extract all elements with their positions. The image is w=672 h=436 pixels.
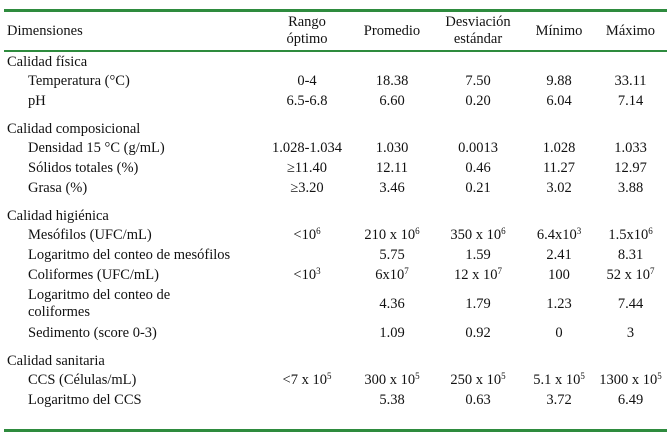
section-sanitaria: Calidad sanitaria [7,353,105,369]
table-row-solidos: Sólidos totales (%) ≥11.40 12.11 0.46 11… [28,159,647,176]
table-row-mesofilos: Mesófilos (UFC/mL) <106 210 x 106 350 x … [28,225,653,243]
table-row-log-coliformes: Logaritmo del conteo de coliformes 4.36 1… [28,287,644,320]
milk-quality-table: Dimensiones Rango óptimo Promedio Desviac… [4,12,667,410]
header-promedio: Promedio [363,22,421,39]
top-rule [4,9,667,12]
header-desviacion: Desviación estándar [445,14,511,47]
table-row-ph: pH 6.5-6.8 6.60 0.20 6.04 7.14 [28,92,644,109]
header-rango: Rango óptimo [286,14,328,47]
header-rule [4,50,667,52]
header-maximo: Máximo [605,22,656,39]
table-row-densidad: Densidad 15 °C (g/mL) 1.028-1.034 1.030 … [28,139,647,156]
table-row-ccs: CCS (Células/mL) <7 x 105 300 x 105 250 … [28,370,662,388]
header-minimo: Mínimo [535,22,583,39]
header-dimensiones: Dimensiones [7,22,83,39]
table-row-temperatura: Temperatura (°C) 0-4 18.38 7.50 9.88 33.… [28,72,647,89]
table-row-sedimento: Sedimento (score 0-3) 1.09 0.92 0 3 [28,324,635,341]
section-composicional: Calidad composicional [7,121,141,137]
table-row-log-ccs: Logaritmo del CCS 5.38 0.63 3.72 6.49 [28,391,644,408]
section-higienica: Calidad higiénica [7,208,109,224]
data-table-container: Dimensiones Rango óptimo Promedio Desviac… [4,0,667,436]
bottom-rule [4,429,667,432]
table-row-grasa: Grasa (%) ≥3.20 3.46 0.21 3.02 3.88 [28,179,644,196]
table-row-log-mesofilos: Logaritmo del conteo de mesófilos 5.75 1… [28,246,644,263]
table-row-coliformes: Coliformes (UFC/mL) <103 6x107 12 x 107 … [28,265,655,283]
section-fisica: Calidad física [7,54,88,70]
header-row: Dimensiones Rango óptimo Promedio Desviac… [4,12,667,50]
